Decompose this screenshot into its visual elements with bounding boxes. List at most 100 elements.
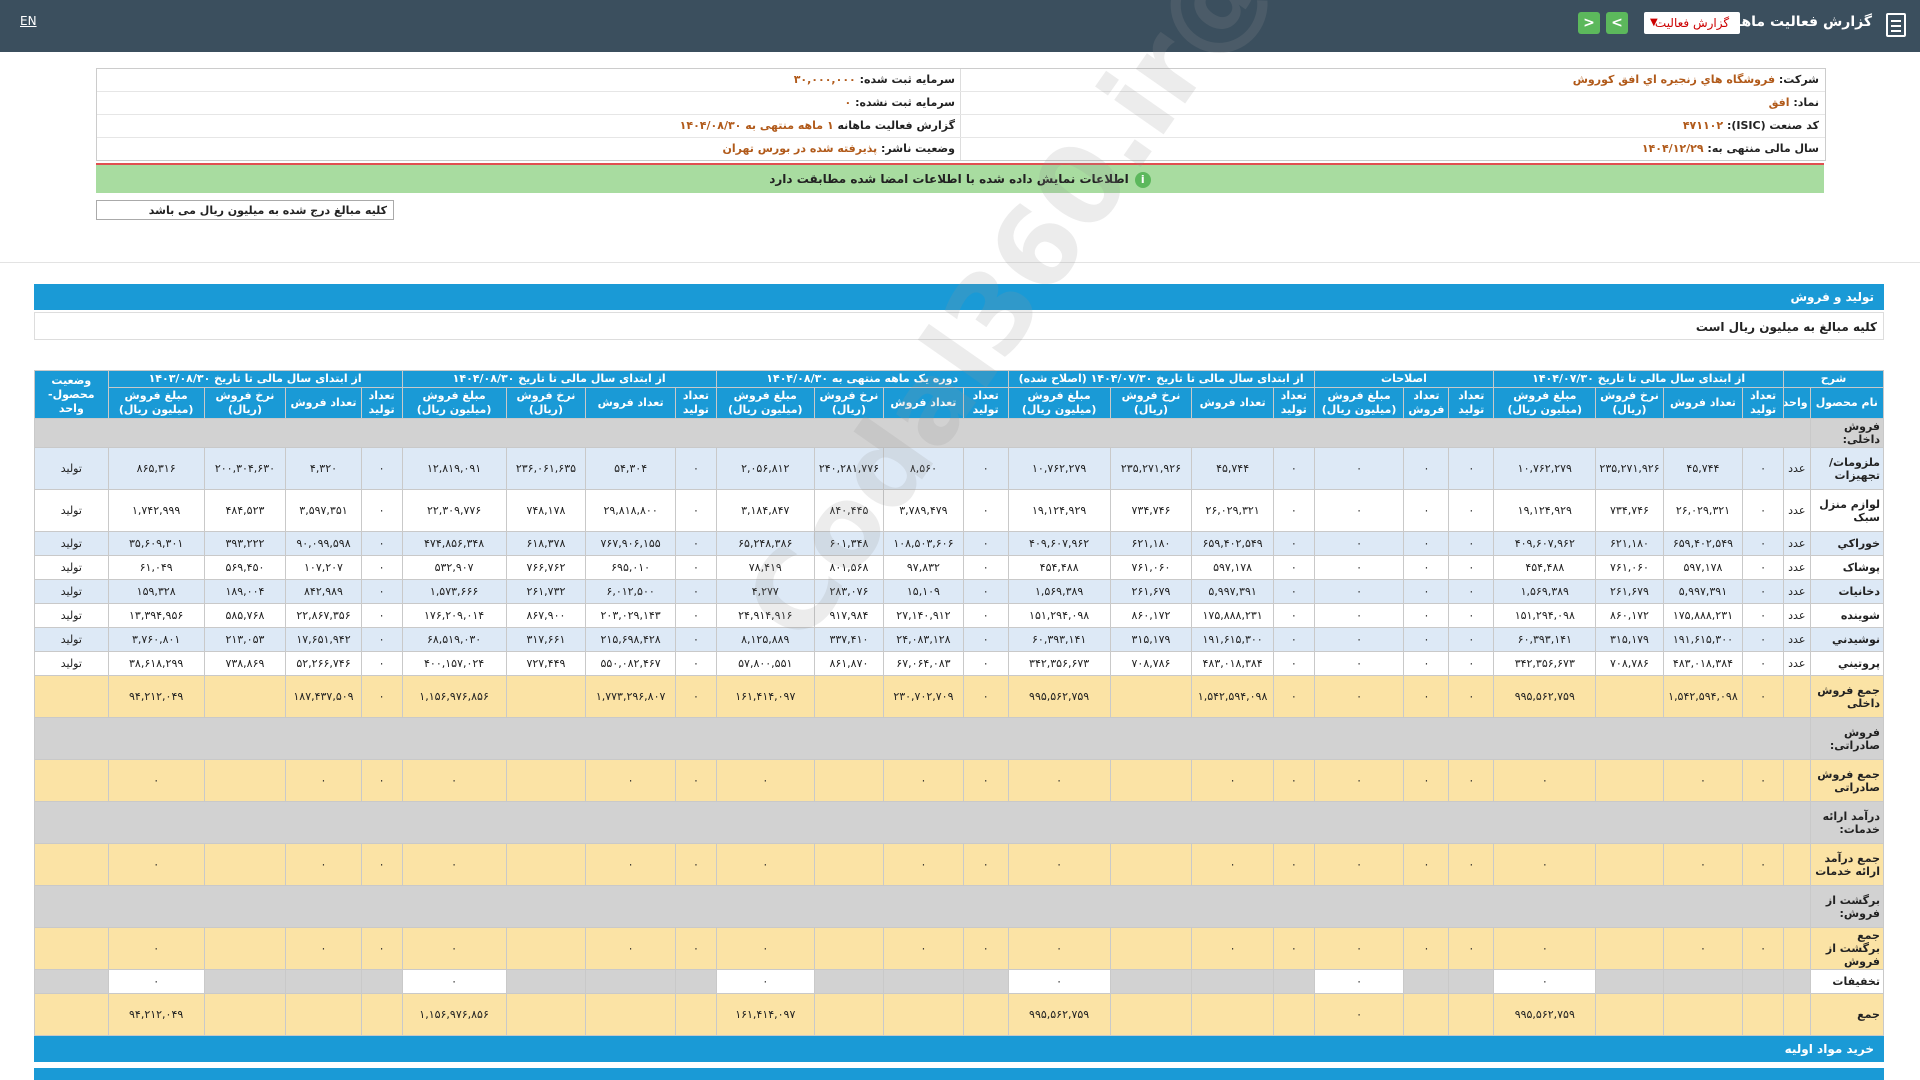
table-cell: ۰ <box>883 843 964 886</box>
table-cell <box>34 675 109 718</box>
table-cell <box>1272 993 1315 1036</box>
table-cell: ۱۹۱,۶۱۵,۳۰۰ <box>1662 627 1744 652</box>
report-document-icon <box>1886 13 1906 37</box>
table-cell: عدد <box>1783 555 1811 580</box>
column-header: مبلغ فروش (میلیون ریال) <box>1007 387 1111 419</box>
table-cell: عدد <box>1783 579 1811 604</box>
table-cell: ۵۸۵,۷۶۸ <box>203 603 287 628</box>
table-cell: ۸۰۱,۵۶۸ <box>813 555 885 580</box>
table-cell: تولید <box>34 555 109 580</box>
table-cell: ۰ <box>1313 969 1405 994</box>
table-cell: ۰ <box>401 969 507 994</box>
table-cell: ۰ <box>1313 627 1405 652</box>
table-cell: ۹۴,۲۱۲,۰۴۹ <box>107 675 205 718</box>
table-cell: ۰ <box>1007 759 1111 802</box>
table-cell <box>1403 993 1450 1036</box>
row-label: جمع فروش صادراتی <box>1809 759 1885 802</box>
table-cell: ۰ <box>715 843 815 886</box>
table-row: لوازم منزل سبک عدد ۰ ۲۶,۰۲۹,۳۲۱ ۷۳۴,۷۴۶ ۱۹,۱۲… <box>34 489 1885 532</box>
page-title: گزارش فعالیت ماهانه <box>1722 14 1872 30</box>
table-cell <box>34 759 109 802</box>
table-cell: ۱۶۱,۴۱۴,۰۹۷ <box>715 675 815 718</box>
table-cell: ۱۰۸,۵۰۳,۶۰۶ <box>883 531 964 556</box>
unregistered-capital-value: ۰ <box>844 96 852 109</box>
table-cell: ۰ <box>1313 603 1405 628</box>
table-cell: ۰ <box>1448 759 1495 802</box>
table-cell: ۰ <box>1272 555 1315 580</box>
table-cell: ۲۴,۰۸۳,۱۲۸ <box>883 627 964 652</box>
table-cell: ۰ <box>1742 579 1785 604</box>
table-cell <box>505 969 587 994</box>
table-cell: ۰ <box>1662 759 1744 802</box>
verification-text: اطلاعات نمایش داده شده با اطلاعات امضا ش… <box>769 172 1129 186</box>
section-subtitle: کلیه مبالغ به میلیون ریال است <box>34 312 1884 340</box>
group-header: اصلاحات <box>1313 370 1495 388</box>
language-switch[interactable]: EN <box>20 14 37 28</box>
report-type-select[interactable]: گزارش فعالیت ▼ <box>1644 12 1740 34</box>
table-cell <box>1783 759 1811 802</box>
table-cell: تولید <box>34 489 109 532</box>
symbol-value: افق <box>1768 96 1790 109</box>
table-cell <box>883 993 964 1036</box>
table-cell <box>813 675 885 718</box>
table-cell: ۰ <box>360 843 403 886</box>
table-cell: ۱۹,۱۲۴,۹۲۹ <box>1007 489 1111 532</box>
table-cell: ۰ <box>1448 555 1495 580</box>
table-cell: ۱۳,۳۹۴,۹۵۶ <box>107 603 205 628</box>
table-cell: ۰ <box>1403 927 1450 970</box>
table-cell: ۰ <box>675 579 717 604</box>
column-header: مبلغ فروش (میلیون ریال) <box>715 387 815 419</box>
table-cell: ۲,۰۵۶,۸۱۲ <box>715 447 815 490</box>
table-cell: ۲۳۵,۲۷۱,۹۲۶ <box>1595 447 1664 490</box>
table-cell: ۰ <box>675 651 717 676</box>
row-label: دخانیات <box>1809 579 1885 604</box>
table-cell <box>505 759 587 802</box>
table-cell: ۰ <box>1272 675 1315 718</box>
group-header: از ابتدای سال مالی تا تاریخ ۱۴۰۴/۰۷/۳۰ (… <box>1007 370 1315 388</box>
section-header-raw-materials: خرید مواد اولیه <box>34 1036 1884 1062</box>
column-header: نرخ فروش (ریال) <box>505 387 587 419</box>
table-cell: ۰ <box>1448 447 1495 490</box>
table-row: پوشاک عدد ۰ ۵۹۷,۱۷۸ ۷۶۱,۰۶۰ ۴۵۴,۴۸۸ ۰ ۰ ۰ ۰ ۵۹۷,۱۷… <box>34 555 1885 580</box>
prev-button[interactable]: < <box>1578 12 1600 34</box>
table-cell <box>1783 843 1811 886</box>
info-icon: i <box>1134 171 1151 188</box>
table-cell: ۱۵۱,۲۹۴,۰۹۸ <box>1493 603 1597 628</box>
table-cell <box>505 843 587 886</box>
table-cell <box>962 993 1009 1036</box>
table-cell: ۰ <box>1493 843 1597 886</box>
table-cell <box>1595 675 1664 718</box>
table-cell: ۳,۷۶۰,۸۰۱ <box>107 627 205 652</box>
fiscal-year-label: سال مالی منتهی به: ۱۴۰۴/۱۲/۲۹ <box>1641 142 1819 155</box>
table-cell: ۰ <box>962 531 1009 556</box>
table-cell: ۹۹۵,۵۶۲,۷۵۹ <box>1007 675 1111 718</box>
table-cell: ۵۹۷,۱۷۸ <box>1662 555 1744 580</box>
table-row: جمع برگشت از فروش ۰ ۰ ۰ ۰ ۰ ۰ ۰ ۰ ۰ ۰ ۰ ۰ ۰ ۰ ۰ ۰ ۰ ۰ <box>34 927 1885 970</box>
period-label: گزارش فعالیت ماهانه ۱ ماهه منتهی به ۱۴۰۴… <box>679 119 955 132</box>
table-cell <box>1109 759 1193 802</box>
column-header: تعداد تولید <box>1742 387 1785 419</box>
table-cell: ۷۶۷,۹۰۶,۱۵۵ <box>585 531 676 556</box>
group-header: شرح <box>1783 370 1884 388</box>
table-cell: عدد <box>1783 447 1811 490</box>
table-cell: ۰ <box>1007 969 1111 994</box>
table-cell <box>203 675 287 718</box>
table-cell: ۱,۵۷۳,۶۶۶ <box>401 579 507 604</box>
capital-label: سرمایه ثبت شده: ۳۰,۰۰۰,۰۰۰ <box>793 73 955 86</box>
column-header: واحد <box>1783 387 1811 419</box>
table-cell: ۵,۹۹۷,۳۹۱ <box>1662 579 1744 604</box>
top-bar: گزارش فعالیت ماهانه گزارش فعالیت ▼ > < E… <box>0 0 1920 52</box>
table-cell <box>1595 969 1664 994</box>
table-cell: ۱,۱۵۶,۹۷۶,۸۵۶ <box>401 993 507 1036</box>
table-cell: ۰ <box>107 843 205 886</box>
table-cell: ۰ <box>675 927 717 970</box>
table-cell: ۱۰,۷۶۲,۲۷۹ <box>1007 447 1111 490</box>
table-cell: ۰ <box>1272 531 1315 556</box>
column-header: نام محصول <box>1809 387 1885 419</box>
table-cell: ۸۶۱,۸۷۰ <box>813 651 885 676</box>
table-cell <box>1595 759 1664 802</box>
table-cell <box>1403 969 1450 994</box>
table-cell: ۹۹۵,۵۶۲,۷۵۹ <box>1493 993 1597 1036</box>
next-button[interactable]: > <box>1606 12 1628 34</box>
table-cell: ۰ <box>360 603 403 628</box>
